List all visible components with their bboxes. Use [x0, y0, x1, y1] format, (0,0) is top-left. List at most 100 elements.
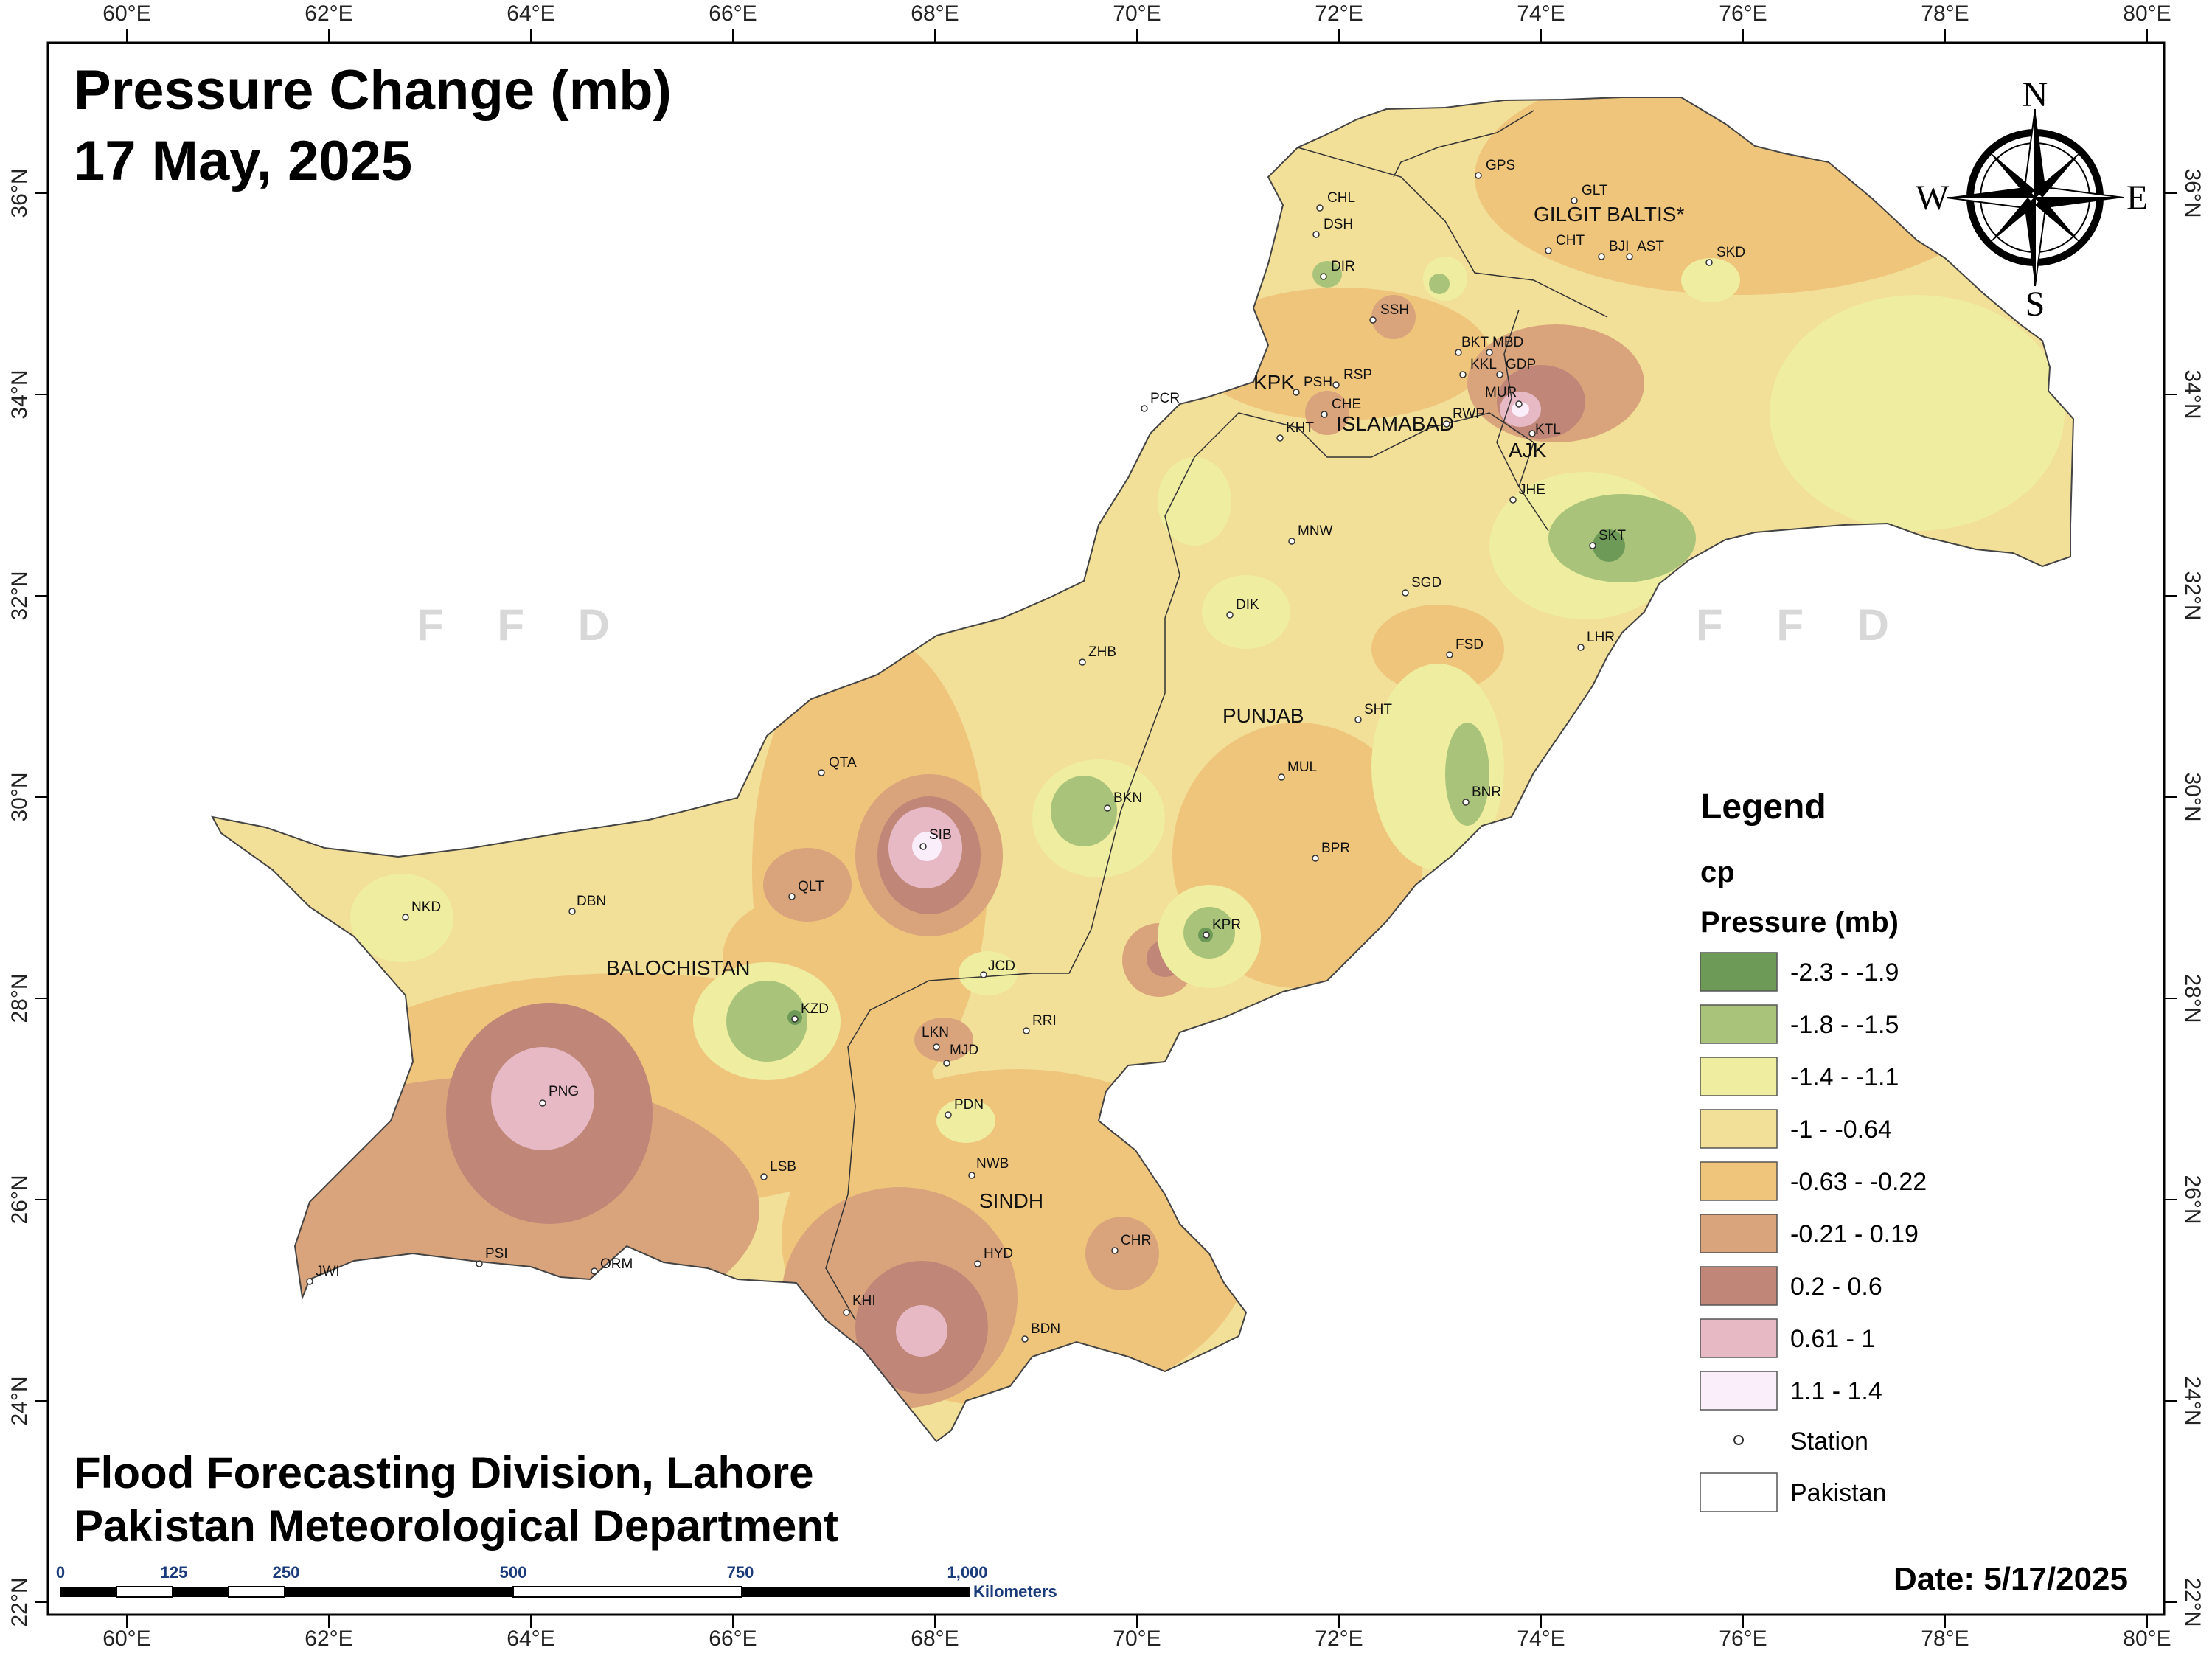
station[interactable]: GDP: [1496, 357, 1536, 378]
legend-swatch: [1700, 1371, 1778, 1411]
station[interactable]: NKD: [402, 900, 441, 921]
station[interactable]: LKN: [922, 1025, 949, 1051]
compass-north-label: N: [2023, 75, 2048, 114]
station-label: PDN: [954, 1097, 984, 1113]
station[interactable]: KTL: [1528, 422, 1561, 437]
lat-label: 22°N: [2180, 1577, 2205, 1627]
station[interactable]: SKT: [1589, 528, 1626, 549]
station[interactable]: KHI: [843, 1293, 876, 1316]
station[interactable]: LSB: [760, 1159, 796, 1180]
station[interactable]: BNR: [1462, 785, 1501, 806]
date-label: Date: 5/17/2025: [1893, 1561, 2128, 1597]
station[interactable]: DBN: [568, 894, 606, 915]
station[interactable]: JCD: [980, 959, 1015, 978]
watermark: F F D: [417, 600, 630, 650]
contour-pink: [896, 1305, 947, 1357]
station-label: DBN: [577, 894, 606, 909]
station-label: MNW: [1298, 524, 1333, 539]
station[interactable]: LHR: [1577, 630, 1615, 651]
station[interactable]: RSP: [1332, 367, 1372, 389]
station-label: DIR: [1331, 259, 1355, 274]
station-marker: [1312, 231, 1320, 238]
station[interactable]: QTA: [818, 755, 857, 776]
station-marker: [1496, 371, 1503, 378]
contour-brown: [1085, 1217, 1159, 1290]
region-label-ajk: AJK: [1509, 439, 1547, 462]
station[interactable]: ZHB: [1079, 644, 1116, 666]
station[interactable]: AST: [1626, 239, 1664, 260]
lat-label: 26°N: [2180, 1175, 2205, 1224]
station[interactable]: SKD: [1705, 245, 1745, 266]
station-label: KHI: [852, 1293, 876, 1309]
station[interactable]: JHE: [1509, 482, 1545, 504]
legend-swatch: [1700, 1057, 1778, 1096]
lat-label: 36°N: [2180, 168, 2205, 218]
station[interactable]: GPS: [1475, 158, 1515, 179]
lon-label: 70°E: [1113, 1627, 1161, 1651]
station[interactable]: SSH: [1369, 302, 1409, 324]
station-marker: [1079, 658, 1086, 666]
station[interactable]: MUR: [1485, 385, 1523, 408]
station[interactable]: SGD: [1402, 575, 1441, 597]
station-label: DIK: [1236, 597, 1259, 613]
legend-classes: -2.3 - -1.9 -1.8 - -1.5 -1.4 - -1.1 -1 -…: [1700, 952, 1927, 1411]
lat-label: 32°N: [2180, 571, 2205, 620]
lat-label: 24°N: [7, 1376, 32, 1425]
station[interactable]: ORM: [591, 1256, 633, 1275]
station[interactable]: RWP: [1443, 406, 1485, 428]
station[interactable]: BDN: [1021, 1321, 1060, 1343]
station[interactable]: RRI: [1023, 1013, 1057, 1034]
region-label-islamabad: ISLAMABAD: [1336, 412, 1454, 435]
station[interactable]: JWI: [306, 1264, 340, 1285]
station[interactable]: CHR: [1111, 1233, 1151, 1254]
contour-lightyellow: [936, 1099, 995, 1143]
station[interactable]: DSH: [1312, 217, 1353, 238]
station[interactable]: SIB: [919, 827, 952, 850]
region-label-sindh: SINDH: [979, 1189, 1043, 1212]
contour-green: [1445, 723, 1489, 826]
station[interactable]: PNG: [539, 1084, 579, 1107]
station[interactable]: BJI: [1598, 239, 1629, 260]
legend-item: -1.8 - -1.5: [1700, 1004, 1899, 1044]
station[interactable]: BPR: [1312, 841, 1350, 862]
compass-diag-arrow: [2035, 198, 2082, 245]
legend-heading: Legend: [1700, 787, 1826, 827]
station-marker: [1316, 204, 1324, 212]
station[interactable]: PSI: [476, 1246, 508, 1267]
station-marker: [402, 914, 409, 921]
longitude-labels-bottom: 60°E 62°E 64°E 66°E 68°E 70°E 72°E 74°E …: [102, 1627, 2171, 1651]
station[interactable]: KHT: [1276, 420, 1314, 442]
station-marker: [1104, 804, 1111, 812]
station[interactable]: HYD: [974, 1246, 1013, 1267]
station[interactable]: KPR: [1203, 917, 1241, 939]
lon-label: 64°E: [507, 1627, 554, 1651]
station[interactable]: GLT: [1571, 183, 1608, 204]
station[interactable]: CHT: [1545, 233, 1585, 254]
station[interactable]: BKN: [1104, 790, 1142, 812]
contour-orange: [1194, 288, 1489, 420]
station[interactable]: PSH: [1293, 375, 1332, 396]
lat-label: 34°N: [7, 369, 32, 419]
station[interactable]: KKL: [1459, 357, 1497, 378]
compass-rose: N S E W: [1916, 75, 2148, 324]
station[interactable]: CHE: [1321, 397, 1361, 418]
station-label: KZD: [801, 1001, 829, 1017]
station[interactable]: PCR: [1141, 391, 1180, 412]
station[interactable]: KZD: [791, 1001, 829, 1023]
station[interactable]: MNW: [1288, 524, 1333, 545]
station[interactable]: MUL: [1278, 759, 1317, 781]
station[interactable]: MJD: [943, 1043, 978, 1067]
station[interactable]: MBD: [1486, 335, 1523, 356]
station[interactable]: NWB: [968, 1156, 1009, 1179]
station[interactable]: CHL: [1316, 190, 1355, 212]
station-marker: [968, 1172, 975, 1179]
station[interactable]: BKT: [1455, 335, 1489, 356]
station[interactable]: DIK: [1226, 597, 1259, 619]
station[interactable]: PDN: [945, 1097, 984, 1119]
scale-tick-label: 500: [500, 1563, 527, 1582]
station[interactable]: SHT: [1354, 702, 1392, 723]
legend-item: 1.1 - 1.4: [1700, 1371, 1882, 1411]
station[interactable]: QLT: [788, 879, 824, 900]
station[interactable]: FSD: [1446, 637, 1484, 658]
station[interactable]: DIR: [1320, 259, 1355, 280]
